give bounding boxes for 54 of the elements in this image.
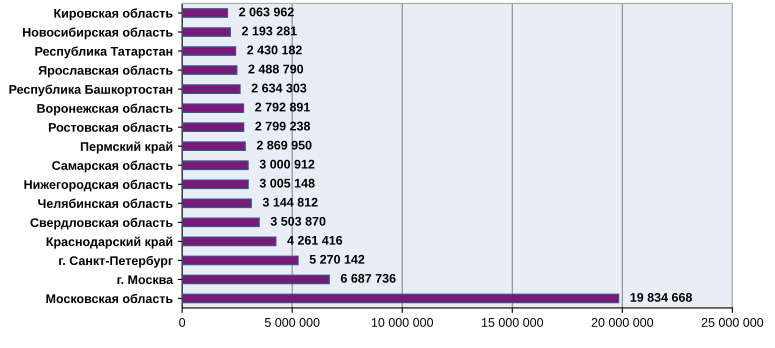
y-tick-label: Воронежская область [37, 104, 173, 116]
bar [182, 274, 330, 284]
y-tick-label: г. Москва [118, 275, 174, 284]
y-tick-label: Кировская область [54, 8, 173, 20]
x-tick-label: 10 000 000 [372, 318, 434, 327]
y-tick-label: Московская область [46, 294, 173, 304]
y-tick-label: г. Санкт-Петербург [59, 256, 173, 268]
data-label: 2 799 238 [255, 122, 310, 131]
x-tick-label: 25 000 000 [702, 318, 764, 327]
y-tick-label: Новосибирская область [23, 27, 173, 40]
bar [182, 294, 620, 304]
x-tick-label: 15 000 000 [482, 318, 544, 327]
data-label: 2 488 790 [248, 64, 304, 74]
bar [182, 236, 276, 246]
y-tick-label: Самарская область [52, 160, 173, 172]
y-tick-label: Краснодарский край [46, 236, 172, 249]
data-label: 2 193 281 [242, 26, 297, 36]
y-tick-label: Республика Татарстан [35, 46, 172, 58]
data-label: 3 503 870 [270, 216, 326, 226]
bar [182, 218, 260, 228]
bar [182, 179, 249, 190]
bar [182, 8, 228, 18]
x-tick-label: 5 000 000 [264, 318, 320, 327]
data-label: 2 634 303 [252, 84, 306, 92]
y-tick-label: Свердловская область [30, 218, 173, 230]
x-tick-label: 20 000 000 [592, 318, 654, 327]
y-tick-label: Ярославская область [38, 66, 173, 78]
data-label: 6 687 736 [340, 274, 396, 283]
data-label: 19 834 668 [630, 292, 692, 302]
y-tick-label: Пермский край [80, 142, 172, 154]
bar [182, 27, 231, 37]
bar [182, 122, 244, 132]
y-tick-label: Республика Башкортостан [9, 84, 172, 96]
x-tick-label: 0 [179, 318, 186, 327]
bar [182, 103, 244, 113]
data-label: 2 430 182 [247, 46, 302, 54]
y-tick-label: Ростовская область [48, 122, 173, 132]
data-label: 3 144 812 [262, 198, 318, 207]
bar [182, 160, 249, 170]
bar [182, 256, 299, 266]
data-label: 2 063 962 [239, 8, 294, 16]
data-label: 3 005 148 [260, 178, 315, 188]
data-label: 4 261 416 [287, 236, 342, 245]
data-label: 2 869 950 [256, 140, 312, 150]
data-label: 3 000 912 [260, 160, 314, 169]
bar [182, 198, 252, 208]
y-tick-label: Челябинская область [38, 198, 173, 208]
data-label: 5 270 142 [310, 254, 364, 264]
y-tick-label: Нижегородская область [24, 180, 173, 192]
bar [182, 65, 238, 75]
bar [182, 46, 236, 56]
bar [182, 141, 246, 152]
data-label: 2 792 891 [255, 102, 310, 112]
bar [182, 84, 241, 94]
